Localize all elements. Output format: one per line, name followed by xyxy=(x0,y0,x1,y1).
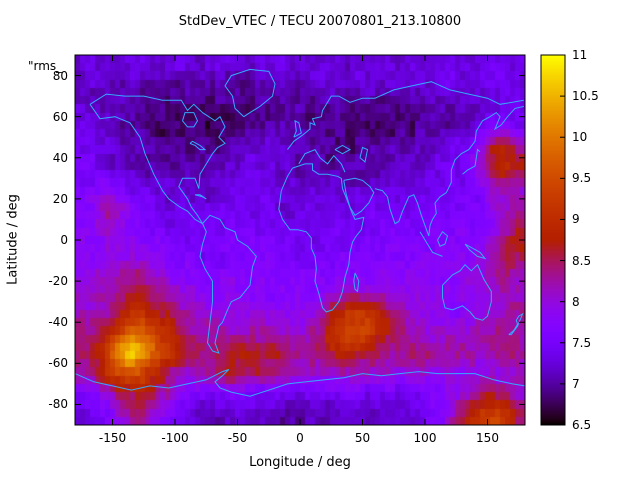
x-tick-label: 100 xyxy=(413,431,437,445)
y-tick-label: -40 xyxy=(48,315,68,330)
colorbar-tick-label: 11 xyxy=(572,48,588,62)
y-tick-label: -60 xyxy=(48,356,68,371)
chart-title: StdDev_VTEC / TECU 20070801_213.10800 xyxy=(178,14,462,29)
x-tick-label: -150 xyxy=(98,431,127,445)
x-tick-label: -100 xyxy=(161,431,189,445)
colorbar-tick-label: 7 xyxy=(572,376,580,391)
x-tick-label: 150 xyxy=(476,431,499,445)
y-tick-label: 60 xyxy=(52,109,68,124)
y-tick-label: -20 xyxy=(48,274,68,289)
heatmap-canvas xyxy=(75,55,525,425)
colorbar-tick-label: 8 xyxy=(572,294,580,309)
y-tick-label: 0 xyxy=(60,233,68,247)
colorbar-tick-label: 10 xyxy=(572,130,588,145)
y-tick-label: 20 xyxy=(52,191,68,206)
stray-key-label: "rms_ xyxy=(28,59,63,73)
colorbar-canvas xyxy=(541,55,565,425)
colorbar-tick-label: 9 xyxy=(572,212,580,227)
colorbar-tick-label: 10.5 xyxy=(572,89,599,104)
x-axis-label: Longitude / deg xyxy=(249,455,351,470)
colorbar-tick-label: 8.5 xyxy=(572,253,592,268)
colorbar-tick-label: 6.5 xyxy=(572,418,592,432)
y-tick-label: -80 xyxy=(48,397,68,412)
x-tick-label: -50 xyxy=(227,431,248,445)
y-tick-label: 40 xyxy=(52,150,68,165)
y-tick-label: 80 xyxy=(52,68,68,83)
x-tick-label: 50 xyxy=(354,431,371,445)
colorbar-tick-label: 9.5 xyxy=(572,171,592,186)
x-tick-label: 0 xyxy=(296,431,304,445)
colorbar-tick-label: 7.5 xyxy=(572,335,592,350)
